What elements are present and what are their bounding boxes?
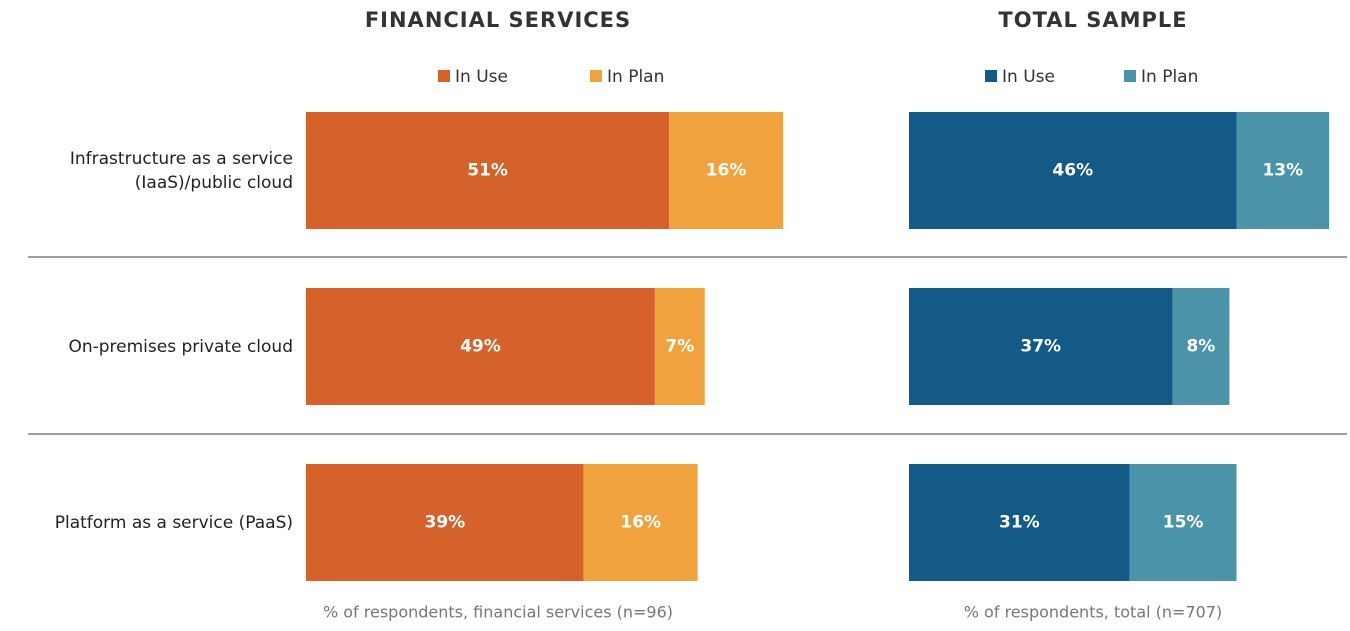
category-label: Infrastructure as a service (IaaS)/publi… (0, 112, 293, 229)
value-label: 51% (467, 161, 508, 181)
note: % of respondents, financial services (n=… (323, 603, 673, 622)
bar-segment (306, 288, 655, 405)
value-label: 15% (1163, 513, 1204, 533)
bar-segment (669, 112, 784, 229)
value-label: 8% (1186, 337, 1215, 357)
value-label: 31% (999, 513, 1040, 533)
bar-segment (909, 288, 1173, 405)
note: % of respondents, total (n=707) (964, 603, 1222, 622)
category-text: Platform as a service (PaaS) (54, 512, 293, 533)
bar-segment (909, 112, 1237, 229)
value-label: 16% (620, 513, 661, 533)
value-label: 49% (460, 337, 501, 357)
legend-label: In Plan (607, 67, 664, 87)
legend-label: In Use (1002, 67, 1055, 87)
category-text: Infrastructure as a service (IaaS)/publi… (69, 148, 293, 193)
bar-segment (1236, 112, 1330, 229)
legend-label: In Plan (1141, 67, 1198, 87)
bar-segment (654, 288, 705, 405)
legend-swatch (1124, 70, 1136, 82)
legend-swatch (590, 70, 602, 82)
legend-label: In Use (455, 67, 508, 87)
chart-title: TOTAL SAMPLE (998, 8, 1187, 32)
bar-segment (583, 464, 698, 581)
bar-segment (1172, 288, 1230, 405)
value-label: 13% (1262, 161, 1303, 181)
value-label: 46% (1052, 161, 1093, 181)
value-label: 16% (706, 161, 747, 181)
legend-swatch (985, 70, 997, 82)
chart-title: FINANCIAL SERVICES (365, 8, 631, 32)
value-label: 7% (665, 337, 694, 357)
category-text: On-premises private cloud (68, 336, 293, 357)
category-label: On-premises private cloud (0, 288, 293, 405)
legend-swatch (438, 70, 450, 82)
category-label: Platform as a service (PaaS) (0, 464, 293, 581)
bar-segment (909, 464, 1130, 581)
value-label: 37% (1020, 337, 1061, 357)
value-label: 39% (424, 513, 465, 533)
bar-segment (306, 464, 584, 581)
bar-segment (1129, 464, 1237, 581)
bar-segment (306, 112, 670, 229)
